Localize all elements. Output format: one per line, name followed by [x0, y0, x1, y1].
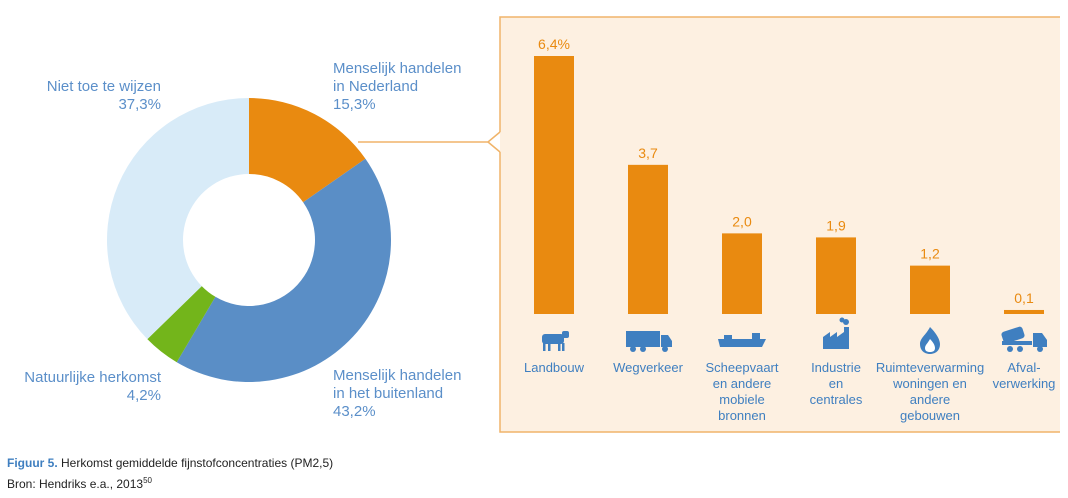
bar — [722, 233, 762, 314]
bar-value-label: 3,7 — [638, 145, 658, 161]
bar-value-label: 1,2 — [920, 246, 940, 262]
caption-footnote: 50 — [143, 476, 152, 485]
truck-icon — [626, 331, 672, 352]
category-line: centrales — [810, 392, 863, 407]
cow-icon — [542, 331, 569, 351]
donut-slice — [147, 286, 216, 363]
donut-slice — [176, 158, 391, 382]
bar-chart-panel: 6,4% 3,7 2,0 1,9 1,2 0,1 Landbouw Wegverkeer Sch… — [358, 16, 1060, 433]
caption-figure-tag: Figuur 5. — [7, 456, 58, 470]
connector-line — [487, 141, 501, 153]
slice-name: in het buitenland — [333, 385, 443, 402]
bar-value-label: 2,0 — [732, 213, 752, 229]
caption-source: Bron: Hendriks e.a., 2013 — [7, 477, 144, 491]
category-line: Scheepvaart — [706, 360, 779, 375]
caption-title: Herkomst gemiddelde fijnstofconcentratie… — [61, 456, 334, 470]
category-line: Afval- — [1007, 360, 1040, 375]
panel-background — [500, 17, 1060, 432]
slice-value: 4,2% — [127, 387, 161, 404]
slice-value: 43,2% — [333, 403, 376, 420]
slice-name: Menselijk handelen — [333, 367, 461, 384]
bar-category-label: Wegverkeer — [613, 360, 684, 375]
panel-border — [499, 16, 1060, 433]
slice-name: in Nederland — [333, 78, 418, 95]
bar-value-label: 0,1 — [1014, 290, 1034, 306]
category-line: bronnen — [718, 408, 766, 423]
bar — [628, 164, 668, 314]
category-line: mobiele — [719, 392, 765, 407]
factory-icon — [823, 317, 849, 349]
bar-value-label: 1,9 — [826, 217, 846, 233]
category-line: Industrie — [811, 360, 861, 375]
slice-name: Natuurlijke herkomst — [24, 369, 162, 386]
flame-icon — [920, 327, 940, 354]
category-line: Ruimteverwarming — [876, 360, 984, 375]
category-line: Landbouw — [524, 360, 585, 375]
bar — [816, 237, 856, 314]
category-line: en andere — [713, 376, 772, 391]
dump-truck-icon — [1001, 326, 1047, 352]
slice-name: Niet toe te wijzen — [47, 78, 161, 95]
bar — [910, 265, 950, 314]
donut-slice — [249, 98, 366, 203]
slice-name: Menselijk handelen — [333, 60, 461, 77]
ship-icon — [718, 333, 766, 347]
bar-value-label: 6,4% — [538, 36, 570, 52]
donut-slice — [106, 98, 249, 340]
category-line: verwerking — [993, 376, 1056, 391]
category-line: andere — [910, 392, 950, 407]
bar-category-label: Landbouw — [524, 360, 585, 375]
slice-value: 37,3% — [118, 96, 161, 113]
category-line: Wegverkeer — [613, 360, 684, 375]
bar-category-label: Afval-verwerking — [993, 360, 1056, 391]
slice-value: 15,3% — [333, 96, 376, 113]
category-line: gebouwen — [900, 408, 960, 423]
figure-caption: Figuur 5. Herkomst gemiddelde fijnstofco… — [7, 454, 333, 493]
bar — [534, 56, 574, 314]
bar — [1004, 309, 1044, 314]
category-line: en — [829, 376, 843, 391]
connector-line — [358, 131, 501, 143]
category-line: woningen en — [892, 376, 967, 391]
